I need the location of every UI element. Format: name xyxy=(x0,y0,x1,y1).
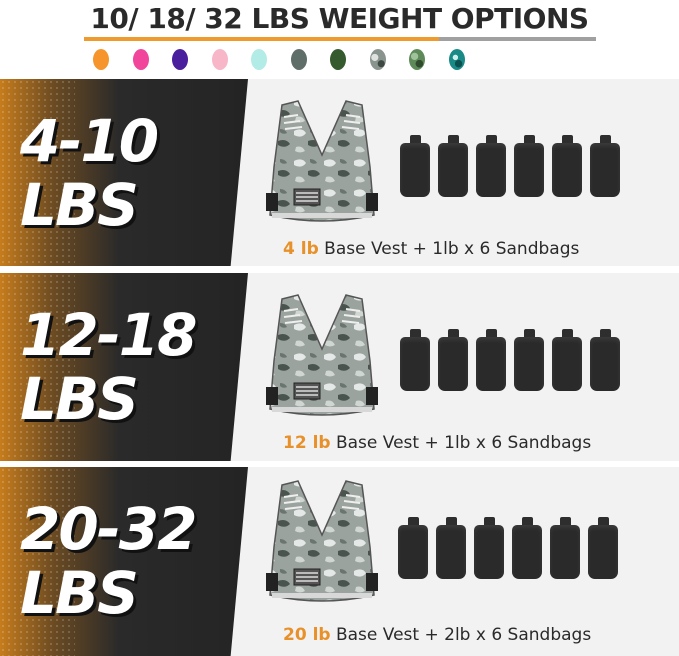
range-banner xyxy=(0,79,248,266)
sandbag-icon xyxy=(398,517,428,579)
sandbag-icon xyxy=(550,517,580,579)
dot-pattern xyxy=(0,79,75,266)
weight-range-unit: LBS xyxy=(20,171,139,239)
weighted-vest-image xyxy=(262,477,382,612)
color-swatch-purple[interactable] xyxy=(172,49,188,70)
weighted-vest-image xyxy=(262,97,382,232)
option-detail: Base Vest + 2lb x 6 Sandbags xyxy=(330,625,592,645)
sandbag-icon xyxy=(514,329,544,391)
base-weight: 12 lb xyxy=(283,433,331,453)
weight-range-value: 12-18 xyxy=(20,301,197,369)
sandbag-icon xyxy=(438,135,468,197)
sandbag-icon xyxy=(590,135,620,197)
option-caption: 4 lb Base Vest + 1lb x 6 Sandbags xyxy=(283,239,579,259)
color-swatch-mint[interactable] xyxy=(251,49,267,70)
dot-pattern xyxy=(0,273,75,461)
option-detail: Base Vest + 1lb x 6 Sandbags xyxy=(318,239,580,259)
weight-range-value: 4-10 xyxy=(20,107,159,175)
sandbag-icon xyxy=(476,135,506,197)
sandbag-icon xyxy=(400,135,430,197)
option-caption: 12 lb Base Vest + 1lb x 6 Sandbags xyxy=(283,433,591,453)
sandbag-icon xyxy=(438,329,468,391)
color-options xyxy=(93,49,465,70)
sandbag-icon xyxy=(436,517,466,579)
sandbag-icon xyxy=(476,329,506,391)
weight-range-value: 20-32 xyxy=(20,495,197,563)
sandbags xyxy=(400,329,620,391)
sandbags xyxy=(398,517,618,579)
sandbag-icon xyxy=(514,135,544,197)
title-underline-orange xyxy=(84,37,439,41)
base-weight: 4 lb xyxy=(283,239,319,259)
title-underline-gray xyxy=(439,37,596,41)
weight-range-unit: LBS xyxy=(20,559,139,627)
sandbag-icon xyxy=(590,329,620,391)
range-banner xyxy=(0,467,248,656)
sandbag-icon xyxy=(474,517,504,579)
sandbag-icon xyxy=(552,329,582,391)
dot-pattern xyxy=(0,467,75,656)
option-caption: 20 lb Base Vest + 2lb x 6 Sandbags xyxy=(283,625,591,645)
weight-option-panel: 20-32 LBS 20 lb Base Vest + 2lb x 6 Sand… xyxy=(0,467,679,656)
page-title: 10/ 18/ 32 LBS WEIGHT OPTIONS xyxy=(90,2,589,35)
sandbag-icon xyxy=(512,517,542,579)
sandbag-icon xyxy=(588,517,618,579)
range-banner xyxy=(0,273,248,461)
color-swatch-camo-teal[interactable] xyxy=(448,49,465,70)
color-swatch-orange[interactable] xyxy=(93,49,109,70)
weight-option-panel: 12-18 LBS 12 lb Base Vest + 1lb x 6 Sand… xyxy=(0,273,679,461)
weight-range-unit: LBS xyxy=(20,365,139,433)
color-swatch-camo-gray[interactable] xyxy=(369,49,386,70)
weighted-vest-image xyxy=(262,291,382,426)
sandbags xyxy=(400,135,620,197)
weight-option-panel: 4-10 LBS 4 lb Base Vest + 1lb x 6 Sandba… xyxy=(0,79,679,266)
color-swatch-light-pink[interactable] xyxy=(211,49,228,70)
sandbag-icon xyxy=(400,329,430,391)
color-swatch-gray[interactable] xyxy=(290,49,307,70)
base-weight: 20 lb xyxy=(283,625,331,645)
option-detail: Base Vest + 1lb x 6 Sandbags xyxy=(330,433,592,453)
color-swatch-pink[interactable] xyxy=(132,49,149,70)
color-swatch-camo-green[interactable] xyxy=(409,49,425,70)
color-swatch-green[interactable] xyxy=(330,49,346,70)
sandbag-icon xyxy=(552,135,582,197)
